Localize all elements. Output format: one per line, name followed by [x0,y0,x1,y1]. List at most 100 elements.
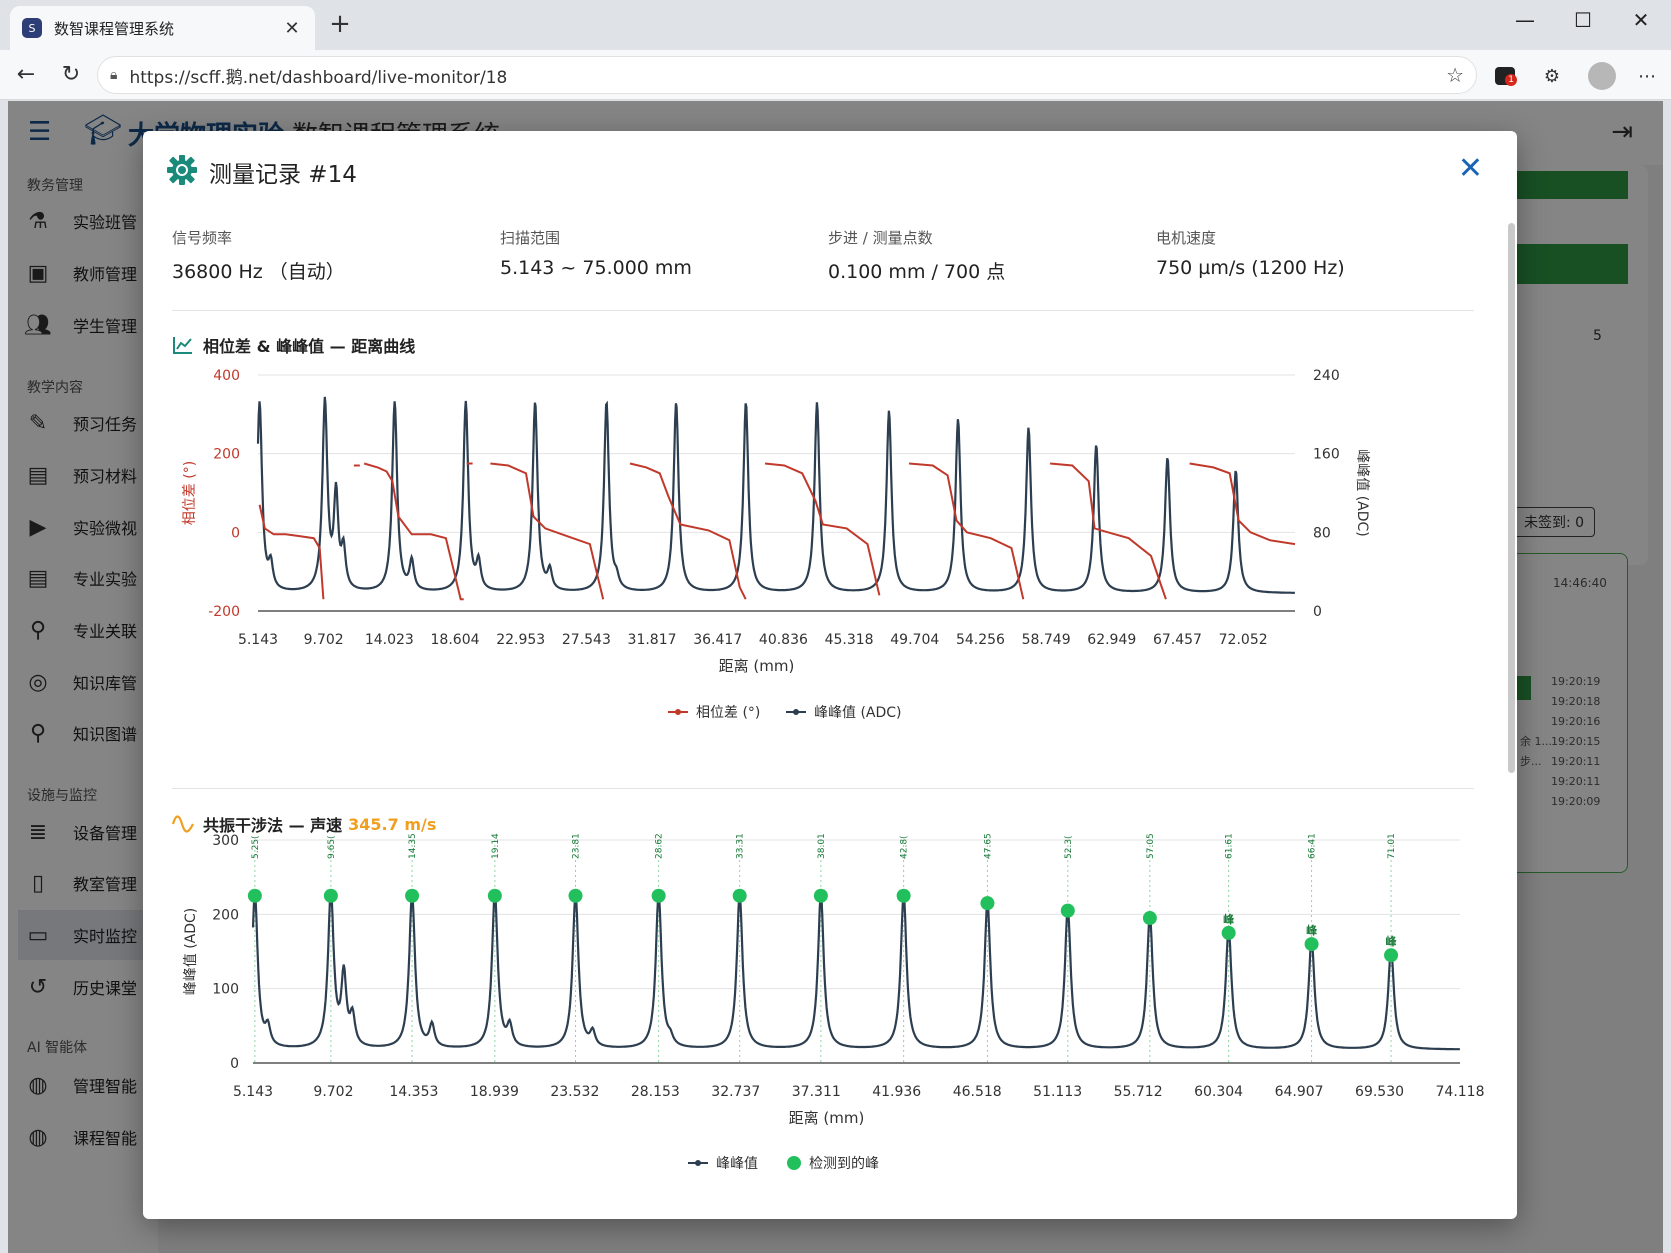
browser-tab[interactable]: S 数智课程管理系统 ✕ [10,6,315,50]
sidebar-group-label: AI 智能体 [27,1040,88,1056]
gear-refresh-icon [167,155,197,185]
sidebar-item[interactable]: 👥︎ 学生管理 [18,300,158,350]
sidebar-item[interactable]: ▯ 教室管理 [18,858,158,908]
detected-peak-marker [487,888,502,903]
sidebar-item-label: 专业实验 [73,570,138,589]
phase-series-line [490,462,605,600]
sidebar-item[interactable]: ▶ 实验微视 [18,502,158,552]
peak-marker-label: 峰 [1223,912,1235,926]
sidebar-item[interactable]: ▤ 专业实验 [18,553,158,603]
sidebar-item[interactable]: ▣ 教师管理 [18,248,158,298]
reload-icon[interactable]: ↻ [61,62,81,87]
room-icon: ▯ [31,870,45,896]
info-scan-range: 扫描范围 5.143 ~ 75.000 mm [500,227,820,279]
x-tick: 74.118 [1436,1084,1485,1100]
x-tick: 14.023 [365,632,414,648]
y-tick: 200 [212,907,239,923]
sidebar: 教务管理 教学内容 设施与监控 AI 智能体 ⚗ 实验班管 ▣ 教师管理 👥︎ 学生管理 ✎ 预习任务… [8,165,158,1253]
background-log-time: 19:20:19 [1551,675,1601,688]
detected-peak-marker [568,888,583,903]
sidebar-item[interactable]: ≣ 设备管理 [18,807,158,857]
info-motor-speed: 电机速度 750 µm/s (1200 Hz) [1156,227,1476,279]
address-bar[interactable]: 🔒︎ https://scff.鹅.net/dashboard/live-mon… [97,56,1477,94]
info-label: 信号频率 [172,229,233,247]
sidebar-item[interactable]: ✎ 预习任务 [18,398,158,448]
x-tick: 41.936 [872,1084,921,1100]
detected-peak-marker [1304,937,1319,952]
document-icon: ▤ [27,565,49,591]
sidebar-item[interactable]: ⚗ 实验班管 [18,196,158,246]
modal-scrollbar[interactable] [1508,223,1515,773]
unsigned-badge: 未签到: 0 [1513,507,1596,537]
sidebar-item[interactable]: ↺ 历史课堂 [18,962,158,1012]
logout-icon[interactable]: ⇥ [1611,117,1633,147]
phase-series-line [764,462,881,596]
detected-peak-marker [651,888,666,903]
resonance-chart: 300 200 100 0 峰峰值 (ADC) 5.143 9.702 14.353 18.93… [183,833,1485,1172]
y-tick-left: 0 [231,525,240,541]
more-menu-icon[interactable]: ⋯ [1638,65,1656,87]
peak-position-label: 33.31 [736,833,746,859]
sidebar-item[interactable]: ◎ 知识库管 [18,657,158,707]
x-tick: 5.143 [233,1084,273,1100]
x-tick: 49.704 [890,632,939,648]
extensions-puzzle-icon[interactable]: ⚙ [1543,65,1561,87]
legend-phase-label: 相位差 (°) [696,705,760,721]
sidebar-item-label: 学生管理 [73,317,138,336]
measurement-modal: 测量记录 #14 ✕ 信号频率 36800 Hz （自动） 扫描范围 5.143… [143,131,1517,1219]
wave-icon [172,815,194,833]
peak-position-label: 71.01 [1387,833,1397,859]
y-tick-left: -200 [208,604,240,620]
x-tick: 18.939 [470,1084,519,1100]
window-close-icon[interactable]: ✕ [1632,8,1650,32]
detected-peak-marker [1142,911,1157,926]
new-tab-icon[interactable]: + [329,9,351,39]
y-axis-label: 峰峰值 (ADC) [183,908,199,996]
menu-icon[interactable]: ☰ [28,117,52,147]
sidebar-item[interactable]: ◍ 课程智能 [18,1112,158,1162]
phase-series-line [908,462,1025,600]
x-tick: 58.749 [1022,632,1071,648]
sidebar-item-label: 管理智能 [73,1077,138,1096]
modal-title: 测量记录 #14 [209,162,357,188]
tab-title: 数智课程管理系统 [54,19,175,38]
minimize-icon[interactable]: — [1515,8,1535,32]
x-tick: 54.256 [956,632,1005,648]
background-log-time: 19:20:18 [1551,695,1601,708]
extension-icon[interactable]: 1 [1491,62,1519,90]
phase-series-line [1189,462,1296,546]
legend-phase-marker [675,709,681,715]
sidebar-item[interactable]: ⚲ 知识图谱 [18,708,158,758]
sidebar-item-label: 实验班管 [73,213,138,232]
history-icon: ↺ [28,974,48,1000]
peak-position-label: 61.61 [1225,833,1235,859]
modal-close-icon[interactable]: ✕ [1457,151,1483,186]
profile-icon[interactable] [1588,62,1616,90]
sidebar-item-label: 教师管理 [73,265,138,284]
sidebar-item-label: 专业关联 [73,622,138,641]
back-icon[interactable]: ← [16,62,36,87]
browser-toolbar: ← ↻ 🔒︎ https://scff.鹅.net/dashboard/live… [0,50,1671,100]
x-tick: 9.702 [313,1084,353,1100]
sidebar-item-label: 设备管理 [73,824,138,843]
peak-marker-label: 峰 [1306,923,1318,937]
peak-marker-label: 峰 [1386,934,1398,948]
favorite-star-icon[interactable]: ☆ [1446,63,1464,87]
background-log-snippet: 步... [1520,755,1542,768]
phase-amplitude-chart: 400 200 0 -200 240 160 80 0 相位差 (°) 峰峰值 (ADC) 5.14… [182,368,1370,721]
detected-peak-marker [813,888,828,903]
sidebar-item[interactable]: ◍ 管理智能 [18,1060,158,1110]
graph-icon: ⚲ [29,720,47,746]
sidebar-item-label: 预习任务 [73,415,138,434]
tab-close-icon[interactable]: ✕ [284,17,300,39]
background-log-time: 19:20:15 [1551,735,1601,748]
sidebar-item[interactable]: ⚲ 专业关联 [18,605,158,655]
background-log-time: 19:20:11 [1551,755,1601,768]
sidebar-item[interactable]: ▭ 实时监控 [18,910,158,960]
maximize-icon[interactable]: ☐ [1574,8,1592,32]
x-tick: 72.052 [1219,632,1268,648]
phase-series-line [258,504,325,600]
robot-icon: ◍ [28,1124,48,1150]
sidebar-item[interactable]: ▤ 预习材料 [18,450,158,500]
section-title-text: 相位差 & 峰峰值 — 距离曲线 [203,337,416,356]
